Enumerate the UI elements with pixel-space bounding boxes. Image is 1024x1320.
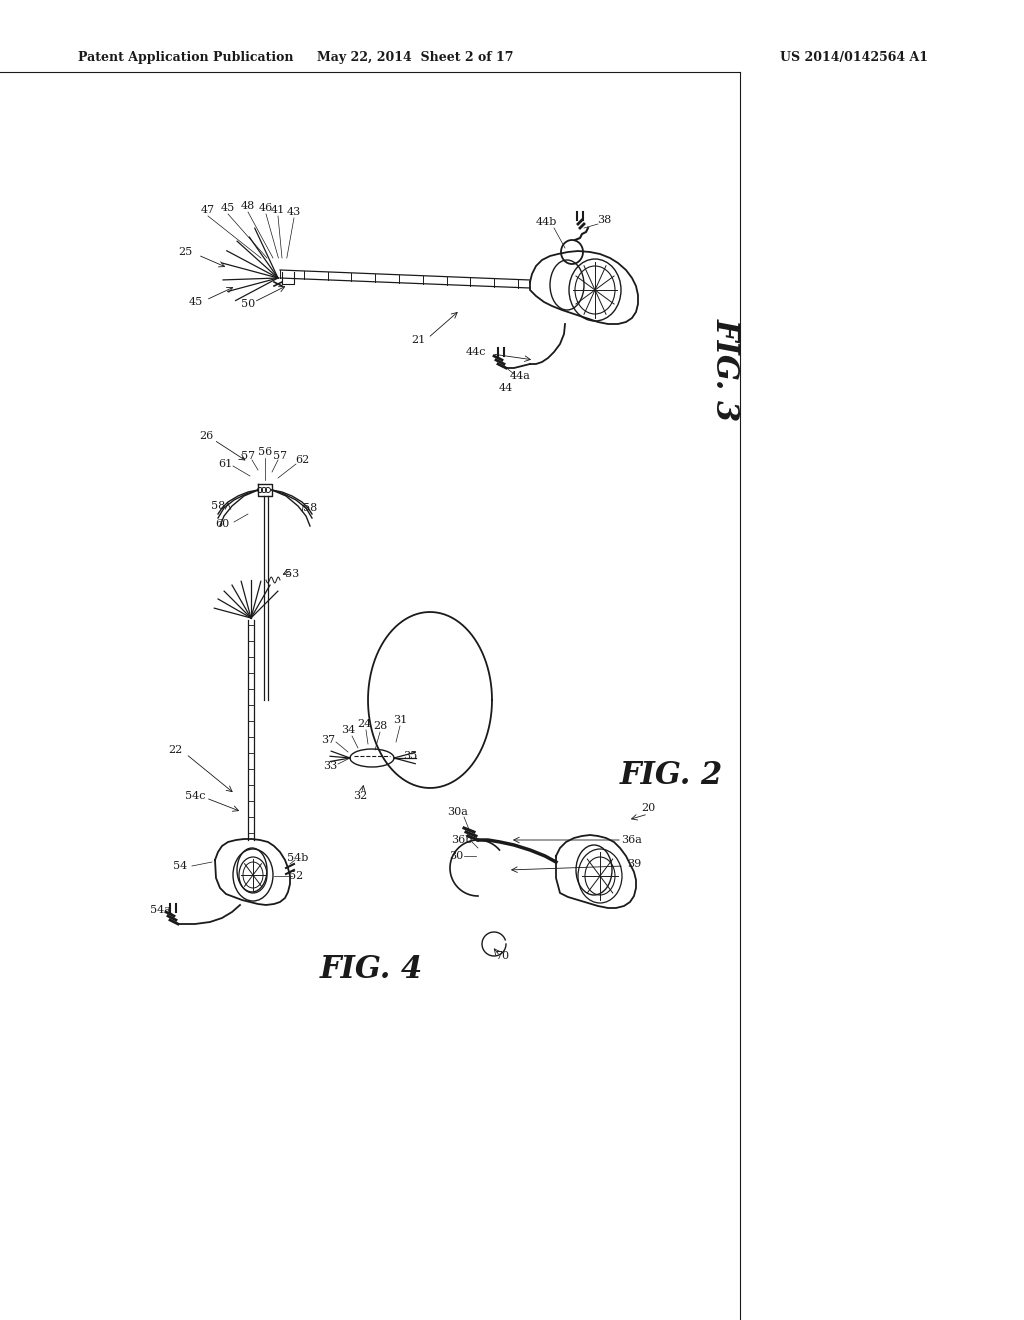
Text: 32: 32 <box>353 791 368 801</box>
Text: 36b: 36b <box>452 836 473 845</box>
Text: 36a: 36a <box>622 836 642 845</box>
Text: 34: 34 <box>341 725 355 735</box>
Text: 57: 57 <box>273 451 287 461</box>
Text: 46: 46 <box>259 203 273 213</box>
Text: 54: 54 <box>173 861 187 871</box>
Text: 33: 33 <box>323 762 337 771</box>
Text: 58: 58 <box>211 502 225 511</box>
Text: 22: 22 <box>168 744 182 755</box>
Text: 54a: 54a <box>150 906 170 915</box>
Text: 56: 56 <box>258 447 272 457</box>
Text: 28: 28 <box>373 721 387 731</box>
Text: 38: 38 <box>597 215 611 224</box>
Text: 44a: 44a <box>510 371 530 381</box>
Text: 45: 45 <box>221 203 236 213</box>
Text: 25: 25 <box>178 247 193 257</box>
Text: 24: 24 <box>357 719 371 729</box>
Text: 62: 62 <box>295 455 309 465</box>
Text: 35: 35 <box>402 751 417 762</box>
Text: 30: 30 <box>449 851 463 861</box>
Text: 31: 31 <box>393 715 408 725</box>
Text: 43: 43 <box>287 207 301 216</box>
Text: 44b: 44b <box>536 216 557 227</box>
Text: 39: 39 <box>627 859 641 869</box>
Text: 61: 61 <box>218 459 232 469</box>
Text: 70: 70 <box>495 950 509 961</box>
Text: 50: 50 <box>241 300 255 309</box>
Text: 21: 21 <box>411 335 425 345</box>
Text: 52: 52 <box>289 871 303 880</box>
Text: 53: 53 <box>285 569 299 579</box>
Text: 54c: 54c <box>184 791 205 801</box>
Text: 30a: 30a <box>447 807 468 817</box>
Text: 45: 45 <box>188 297 203 308</box>
Text: FIG. 2: FIG. 2 <box>620 760 723 792</box>
Text: 26: 26 <box>199 432 213 441</box>
Text: 47: 47 <box>201 205 215 215</box>
Text: 44: 44 <box>499 383 513 393</box>
Text: 20: 20 <box>641 803 655 813</box>
Text: May 22, 2014  Sheet 2 of 17: May 22, 2014 Sheet 2 of 17 <box>316 51 513 65</box>
Text: 37: 37 <box>321 735 335 744</box>
Text: 57: 57 <box>241 451 255 461</box>
Text: 54b: 54b <box>288 853 308 863</box>
Text: FIG. 3: FIG. 3 <box>710 318 741 421</box>
Text: 44c: 44c <box>466 347 486 356</box>
Text: FIG. 4: FIG. 4 <box>319 954 423 986</box>
Text: 60: 60 <box>215 519 229 529</box>
Text: 48: 48 <box>241 201 255 211</box>
Text: Patent Application Publication: Patent Application Publication <box>78 51 294 65</box>
Text: US 2014/0142564 A1: US 2014/0142564 A1 <box>780 51 928 65</box>
Text: 41: 41 <box>271 205 285 215</box>
Text: 58: 58 <box>303 503 317 513</box>
